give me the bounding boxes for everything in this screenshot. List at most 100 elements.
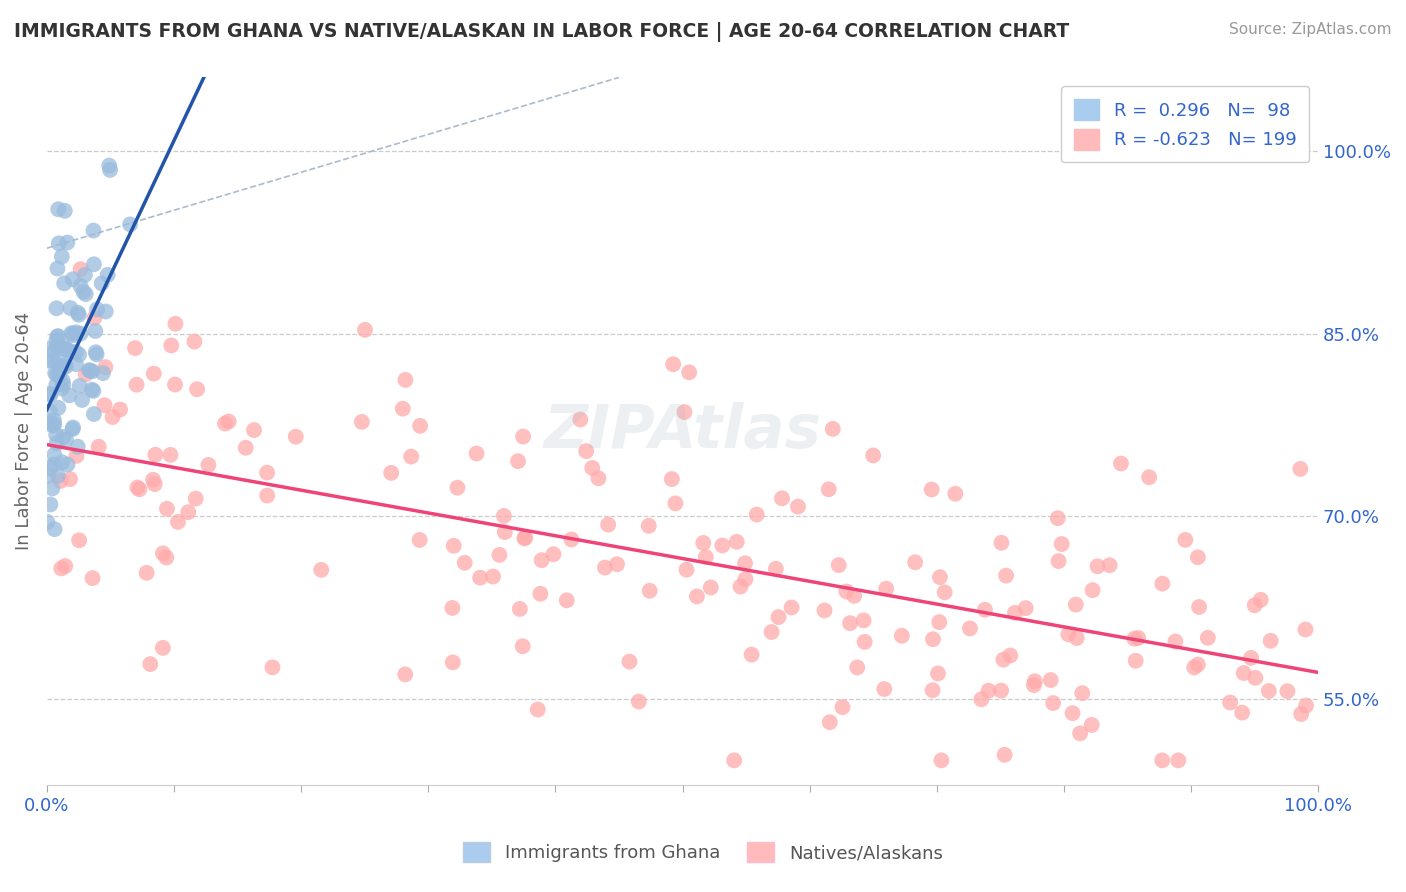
Point [53, 359, 76, 373]
Point [1289, 706, 1312, 721]
Point [506, 454, 529, 468]
Point [512, 429, 534, 443]
Point [256, 489, 278, 503]
Point [83, 310, 105, 325]
Point [588, 471, 610, 485]
Point [1015, 601, 1038, 615]
Point [678, 365, 700, 379]
Point [142, 473, 165, 487]
Point [69, 279, 91, 293]
Point [98, 162, 121, 177]
Point [52, 430, 75, 444]
Point [55, 359, 77, 374]
Point [51, 561, 73, 575]
Point [1042, 696, 1064, 710]
Point [692, 536, 714, 550]
Point [1081, 583, 1104, 598]
Point [52, 340, 75, 354]
Point [48, 401, 70, 415]
Point [745, 508, 768, 522]
Point [48, 329, 70, 343]
Point [530, 553, 553, 567]
Point [152, 546, 174, 560]
Point [46, 468, 69, 483]
Point [235, 441, 257, 455]
Point [48, 368, 70, 382]
Point [494, 525, 516, 540]
Point [675, 563, 697, 577]
Point [662, 357, 685, 371]
Point [53, 203, 76, 218]
Point [1000, 648, 1022, 663]
Point [673, 405, 696, 419]
Point [49, 474, 72, 488]
Point [38, 404, 60, 418]
Point [165, 317, 187, 331]
Point [128, 483, 150, 497]
Point [177, 505, 200, 519]
Point [664, 496, 686, 510]
Point [555, 593, 578, 607]
Point [990, 683, 1012, 698]
Point [711, 539, 734, 553]
Point [1126, 631, 1149, 645]
Point [606, 558, 628, 572]
Point [862, 449, 884, 463]
Point [82, 384, 104, 398]
Point [38, 342, 60, 356]
Point [928, 615, 950, 629]
Point [143, 477, 166, 491]
Point [1024, 674, 1046, 689]
Point [80, 383, 103, 397]
Point [725, 534, 748, 549]
Point [394, 373, 416, 387]
Point [69, 379, 91, 393]
Point [993, 652, 1015, 666]
Point [83, 257, 105, 271]
Point [98, 159, 121, 173]
Point [87, 440, 110, 454]
Point [86, 302, 108, 317]
Point [380, 466, 402, 480]
Point [42, 458, 65, 472]
Point [844, 589, 866, 603]
Point [125, 377, 148, 392]
Point [44, 366, 66, 380]
Point [52, 374, 75, 388]
Point [67, 533, 90, 548]
Point [1039, 673, 1062, 687]
Point [492, 508, 515, 523]
Point [890, 629, 912, 643]
Point [39, 388, 62, 402]
Point [152, 640, 174, 655]
Point [44, 448, 66, 462]
Point [62, 272, 84, 286]
Point [218, 415, 240, 429]
Point [543, 547, 565, 561]
Point [1087, 559, 1109, 574]
Point [97, 268, 120, 282]
Point [91, 366, 114, 380]
Legend: R =  0.296   N=  98, R = -0.623   N= 199: R = 0.296 N= 98, R = -0.623 N= 199 [1062, 87, 1309, 162]
Point [66, 440, 89, 454]
Point [730, 580, 752, 594]
Point [59, 301, 82, 315]
Point [90, 277, 112, 291]
Point [1243, 599, 1265, 613]
Point [1164, 634, 1187, 648]
Point [142, 367, 165, 381]
Point [560, 533, 582, 547]
Point [1187, 550, 1209, 565]
Point [127, 481, 149, 495]
Point [446, 481, 468, 495]
Point [94, 360, 117, 375]
Point [94, 304, 117, 318]
Point [45, 427, 67, 442]
Point [529, 587, 551, 601]
Point [82, 223, 104, 237]
Point [67, 348, 90, 362]
Point [75, 368, 97, 382]
Point [75, 287, 97, 301]
Point [638, 583, 661, 598]
Point [52, 341, 75, 355]
